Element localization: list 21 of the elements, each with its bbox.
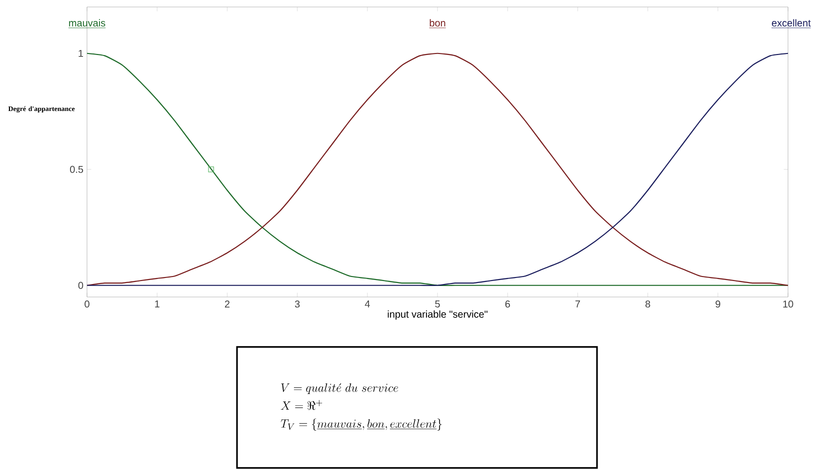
x-tick-label: 9 <box>716 300 720 308</box>
x-tick-label: 5 <box>435 300 440 308</box>
x-tick-label: 6 <box>505 300 510 308</box>
text: $X = \Re^{+}$ <box>280 400 322 410</box>
x-tick-label: 7 <box>575 300 580 308</box>
y-tick-label: 1 <box>78 50 84 57</box>
x-tick-label: 3 <box>294 300 300 308</box>
x-tick-label: 8 <box>645 300 650 308</box>
x-tick-label: 0 <box>84 300 90 308</box>
y-tick-label: 0.5 <box>70 166 84 173</box>
x-tick-label: 4 <box>364 300 370 308</box>
text: $T_V = \{\underline{mauvais}, \underline{bon}, \underline{excellent}\}$ <box>280 418 442 431</box>
text: $V = qualit\acute{e}\ du\ service$ <box>281 383 398 394</box>
text: excellent <box>772 19 811 26</box>
text: mauvais <box>69 19 106 26</box>
y-tick-label: 0 <box>78 282 84 289</box>
x-axis-title: input variable "service" <box>388 310 488 320</box>
x-tick-label: 1 <box>155 300 160 308</box>
x-tick-label: 2 <box>224 300 230 308</box>
text: bon <box>430 19 446 26</box>
x-tick-label: 10 <box>783 300 794 308</box>
